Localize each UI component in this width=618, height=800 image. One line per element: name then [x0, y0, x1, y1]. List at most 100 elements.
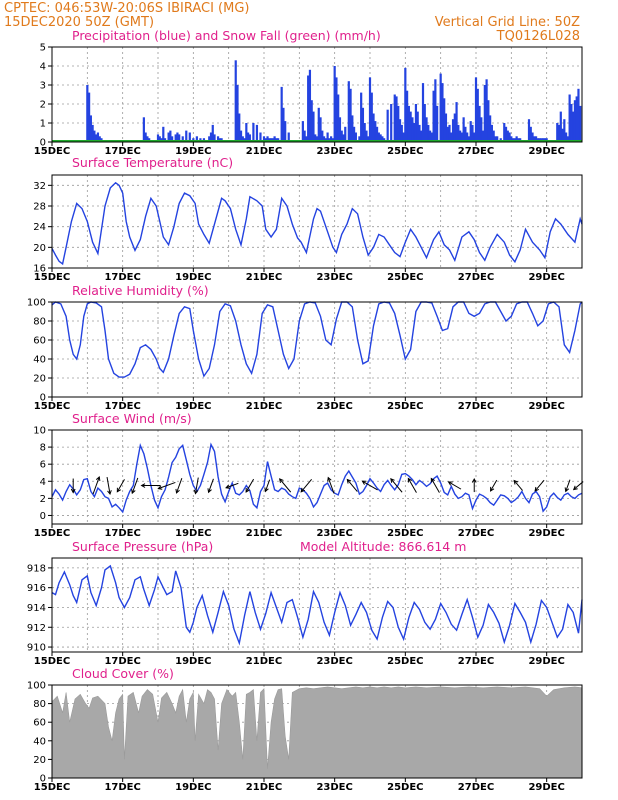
pressure-ytick-1: 912 — [27, 623, 46, 634]
precip-bar-48 — [255, 124, 259, 142]
precip-bar-191 — [557, 124, 561, 142]
precip-bar-10 — [144, 132, 147, 142]
temperature-xtick-1: 17DEC — [104, 272, 140, 283]
wind-arrow-3 — [116, 479, 125, 493]
temperature-ytick-4: 32 — [33, 181, 46, 192]
precip-bar-129 — [427, 124, 430, 142]
precip-bar-94 — [360, 92, 363, 142]
precip-bar-172 — [508, 132, 511, 142]
precip-bar-141 — [450, 132, 453, 142]
precip-bar-153 — [471, 124, 474, 142]
precip-bar-2 — [89, 115, 92, 142]
precip-bar-115 — [402, 132, 405, 142]
precipitation-xtick-5: 25DEC — [387, 146, 423, 157]
wind-arrow-19 — [407, 477, 417, 493]
precip-bar-135 — [439, 73, 442, 142]
precip-bar-152 — [469, 121, 472, 142]
pressure-title: Surface Pressure (hPa) — [72, 539, 213, 554]
precip-bar-60 — [282, 107, 285, 142]
station-header: CPTEC: 046:53W-20:06S IBIRACI (MG) — [4, 1, 250, 16]
precip-bar-131 — [430, 132, 433, 142]
precip-bar-102 — [374, 121, 377, 142]
precip-bar-132 — [432, 90, 435, 142]
precip-bar-18 — [167, 132, 170, 142]
wind-arrow-18 — [390, 478, 403, 493]
precip-bar-96 — [363, 123, 366, 142]
precipitation-panel: Precipitation (blue) and Snow Fall (gree… — [34, 28, 583, 157]
precip-bar-181 — [531, 132, 534, 142]
humidity-xtick-5: 25DEC — [387, 401, 423, 412]
precip-bar-34 — [213, 134, 216, 142]
precip-bar-62 — [287, 132, 290, 142]
precip-bar-151 — [467, 136, 471, 142]
precip-bar-171 — [506, 130, 509, 142]
precip-bar-182 — [533, 136, 536, 142]
model-id: TQ0126L028 — [496, 29, 580, 44]
precip-bar-68 — [310, 100, 313, 142]
precip-bar-31 — [208, 136, 211, 142]
humidity-ytick-2: 40 — [33, 355, 46, 366]
cloud-cover-xtick-7: 29DEC — [528, 782, 564, 793]
wind-arrow-2 — [106, 476, 112, 496]
temperature-xtick-7: 29DEC — [528, 272, 564, 283]
precip-bar-88 — [347, 81, 350, 142]
grid-line-note: Vertical Grid Line: 50Z — [435, 15, 580, 30]
precip-bar-120 — [411, 117, 414, 142]
precip-bar-64 — [303, 130, 306, 142]
pressure-xtick-7: 29DEC — [528, 656, 564, 667]
precip-bar-137 — [443, 98, 446, 142]
precip-bar-109 — [390, 104, 393, 142]
wind-arrow-24 — [513, 479, 523, 491]
humidity-curve — [51, 301, 583, 378]
precip-bar-103 — [375, 126, 379, 142]
precip-bar-86 — [342, 134, 345, 142]
precip-bar-22 — [176, 132, 179, 142]
precip-bar-149 — [464, 126, 467, 142]
precip-bar-128 — [425, 117, 428, 142]
precip-bar-161 — [485, 79, 488, 142]
cloud-cover-frame — [51, 684, 583, 779]
wind-ytick-5: 10 — [33, 426, 46, 437]
precip-bar-63 — [301, 121, 304, 142]
humidity-xtick-6: 27DEC — [458, 401, 494, 412]
cloud-cover-ytick-2: 40 — [33, 736, 46, 747]
precip-bar-143 — [453, 113, 456, 142]
pressure-xtick-3: 21DEC — [246, 656, 282, 667]
precip-bar-45 — [247, 132, 250, 142]
wind-curve — [51, 442, 583, 514]
precip-bar-84 — [338, 117, 342, 142]
precip-bar-3 — [91, 124, 94, 142]
cloud-cover-ytick-4: 80 — [33, 699, 46, 710]
precip-bar-95 — [361, 107, 365, 142]
pressure-xtick-0: 15DEC — [34, 656, 70, 667]
cloud-cover-xtick-2: 19DEC — [175, 782, 211, 793]
precip-bar-101 — [372, 113, 375, 142]
precip-bar-21 — [174, 134, 177, 142]
wind-arrow-15 — [327, 476, 335, 494]
precip-bar-142 — [451, 119, 455, 142]
precip-bar-19 — [169, 130, 172, 142]
temperature-ytick-2: 24 — [33, 222, 46, 233]
wind-ytick-1: 2 — [40, 494, 46, 505]
cloud-cover-xtick-0: 15DEC — [34, 782, 70, 793]
precip-bar-82 — [335, 77, 338, 142]
precip-bar-24 — [181, 136, 184, 142]
precip-bar-98 — [367, 136, 370, 142]
precip-bar-50 — [262, 136, 266, 142]
precip-bar-6 — [96, 132, 100, 142]
precip-bar-164 — [490, 124, 493, 142]
precip-bar-194 — [563, 119, 566, 142]
precip-bar-65 — [305, 136, 308, 142]
precipitation-xtick-4: 23DEC — [316, 146, 352, 157]
precipitation-xtick-1: 17DEC — [104, 146, 140, 157]
precip-bar-140 — [448, 124, 451, 142]
precip-bar-145 — [457, 124, 460, 142]
precip-bar-167 — [496, 136, 499, 142]
precip-bar-9 — [142, 117, 145, 142]
precip-bar-44 — [245, 123, 248, 142]
temperature-panel: Surface Temperature (nC) 16 20 24 28 32 15DEC… — [33, 155, 583, 283]
precip-bar-111 — [395, 96, 398, 142]
cloud-cover-ytick-5: 100 — [27, 681, 46, 692]
wind-arrow-0 — [70, 478, 76, 494]
